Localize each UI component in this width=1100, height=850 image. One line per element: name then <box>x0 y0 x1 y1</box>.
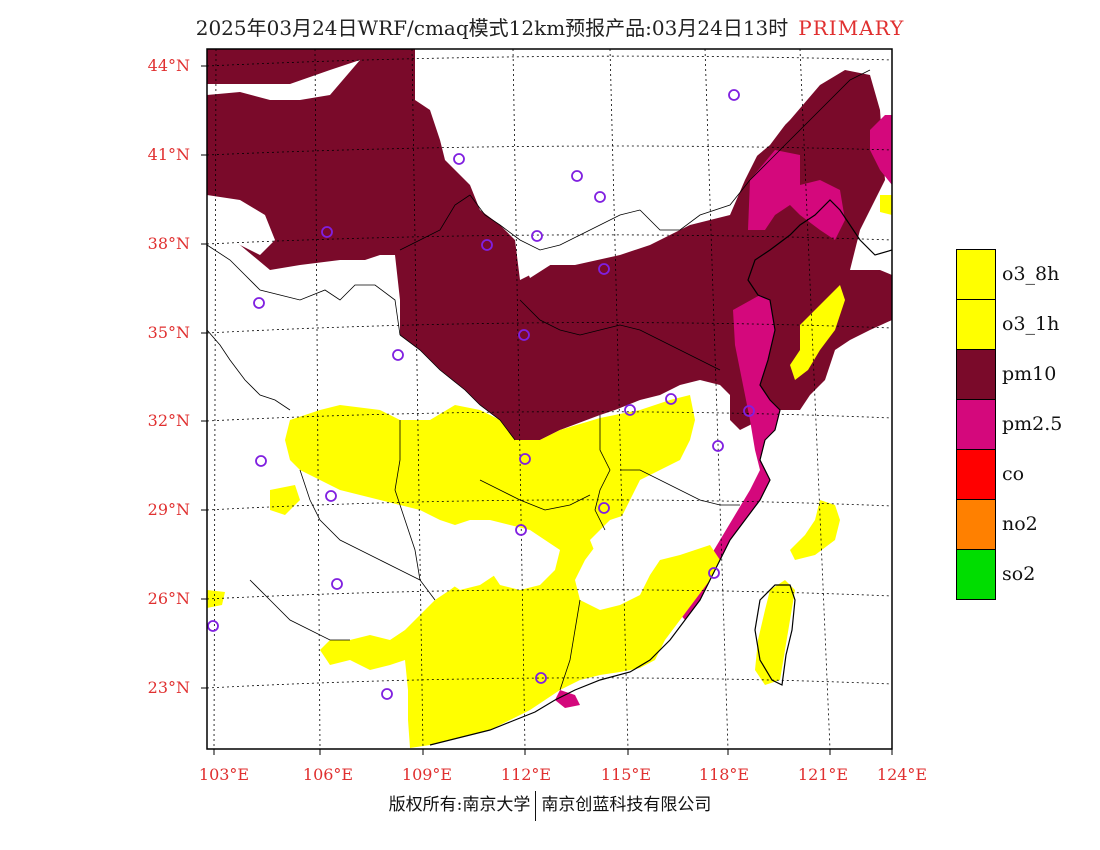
lat-label-41: 41°N <box>147 145 190 164</box>
footer-right: 南京创蓝科技有限公司 <box>541 795 712 815</box>
pm10-area <box>207 49 892 440</box>
lon-label-124: 124°E <box>876 765 928 784</box>
footer-left: 版权所有:南京大学 <box>388 795 531 815</box>
lon-label-118: 118°E <box>698 765 750 784</box>
lat-label-23: 23°N <box>147 678 190 697</box>
legend-swatch <box>956 349 996 400</box>
legend-swatch <box>956 449 996 500</box>
pm25-area <box>748 150 845 240</box>
legend-item-o3-1h: o3_1h <box>956 299 1086 350</box>
legend-label: o3_1h <box>1002 313 1060 335</box>
footer-separator <box>535 790 537 821</box>
title-text: 2025年03月24日WRF/cmaq模式12km预报产品:03月24日13时 <box>195 16 789 40</box>
legend-item-pm10: pm10 <box>956 349 1086 400</box>
legend-swatch <box>956 549 996 600</box>
copyright-footer: 版权所有:南京大学 南京创蓝科技有限公司 <box>0 790 1100 821</box>
lat-label-38: 38°N <box>147 234 190 253</box>
o3-area <box>285 395 720 748</box>
legend-label: o3_8h <box>1002 263 1060 285</box>
lat-label-44: 44°N <box>147 56 190 75</box>
legend-swatch <box>956 499 996 550</box>
legend-swatch <box>956 249 996 300</box>
map-title: 2025年03月24日WRF/cmaq模式12km预报产品:03月24日13时 P… <box>0 12 1100 41</box>
lat-label-32: 32°N <box>147 411 190 430</box>
lon-label-106: 106°E <box>302 765 354 784</box>
legend-item-so2: so2 <box>956 549 1086 600</box>
legend-label: co <box>1002 463 1025 485</box>
title-primary: PRIMARY <box>798 16 905 40</box>
lon-label-103: 103°E <box>198 765 250 784</box>
legend-item-no2: no2 <box>956 499 1086 550</box>
legend-label: no2 <box>1002 513 1038 535</box>
legend-label: pm2.5 <box>1002 413 1063 435</box>
lon-label-115: 115°E <box>600 765 652 784</box>
lon-label-112: 112°E <box>500 765 552 784</box>
lat-label-35: 35°N <box>147 323 190 342</box>
lon-label-121: 121°E <box>797 765 849 784</box>
station-markers <box>207 89 755 700</box>
legend-label: so2 <box>1002 563 1036 585</box>
legend-item-o3-8h: o3_8h <box>956 249 1086 300</box>
coastline <box>429 199 892 746</box>
legend-item-co: co <box>956 449 1086 500</box>
lat-label-29: 29°N <box>147 500 190 519</box>
legend-label: pm10 <box>1002 363 1057 385</box>
lat-label-26: 26°N <box>147 589 190 608</box>
lon-label-109: 109°E <box>401 765 453 784</box>
legend-item-pm25: pm2.5 <box>956 399 1086 450</box>
legend-swatch <box>956 299 996 350</box>
legend-swatch <box>956 399 996 450</box>
